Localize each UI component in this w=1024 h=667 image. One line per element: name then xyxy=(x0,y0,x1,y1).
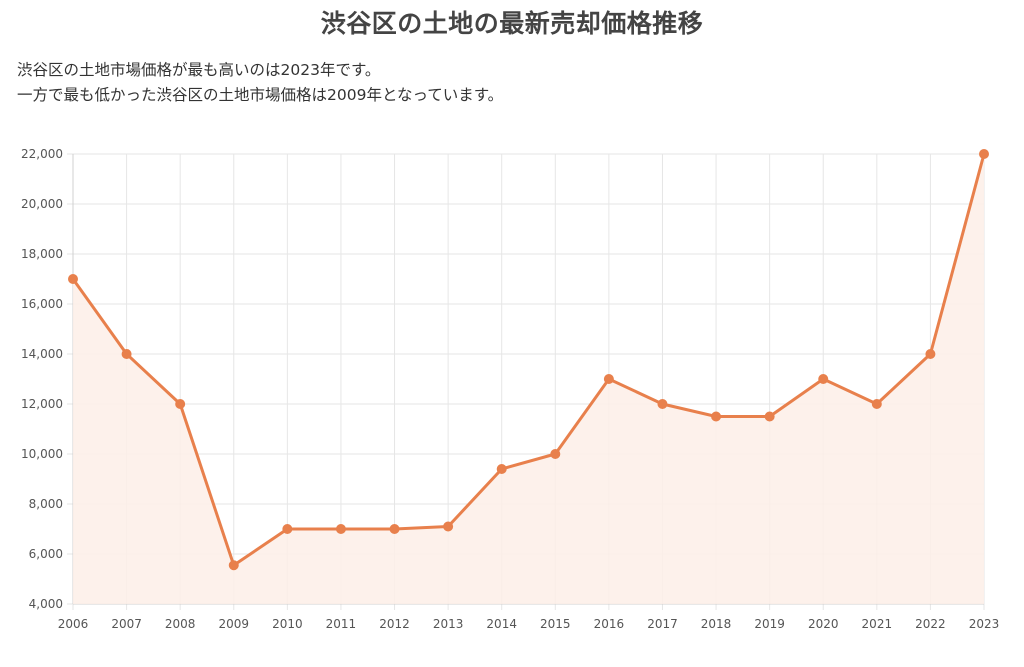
data-point xyxy=(68,274,78,284)
data-point xyxy=(603,374,614,384)
y-tick-label: 12,000 xyxy=(21,397,63,411)
data-point xyxy=(121,349,132,359)
x-tick-labels: 2006 2007 2008 2009 2010 2011 2012 2013 2014 2015… xyxy=(58,617,1000,631)
x-tick-label: 2017 xyxy=(647,617,678,631)
area-fill xyxy=(73,154,984,604)
y-tick-labels: 4,000 6,000 8,000 10,000 12,000 14,000 16,000 1… xyxy=(21,147,63,611)
page-title: 渋谷区の土地の最新売却価格推移 xyxy=(320,9,704,38)
y-tick-label: 14,000 xyxy=(21,347,63,361)
x-tick-label: 2016 xyxy=(594,617,625,631)
x-tick-label: 2023 xyxy=(969,617,1000,631)
data-points xyxy=(68,149,989,571)
x-tick-label: 2008 xyxy=(165,617,196,631)
price-line xyxy=(71,153,986,567)
data-point xyxy=(228,560,239,571)
data-point xyxy=(657,399,668,409)
y-tick-label: 8,000 xyxy=(29,497,63,511)
x-tick-label: 2009 xyxy=(218,617,249,631)
data-point xyxy=(711,411,722,422)
x-tick-label: 2015 xyxy=(540,617,571,631)
data-point xyxy=(496,464,507,474)
x-tick-label: 2014 xyxy=(486,617,517,631)
y-tick-label: 16,000 xyxy=(21,297,63,311)
data-point xyxy=(175,399,186,409)
y-tick-label: 4,000 xyxy=(29,597,63,611)
y-tick-label: 10,000 xyxy=(21,447,63,461)
x-tick-label: 2021 xyxy=(862,617,893,631)
x-tick-label: 2020 xyxy=(808,617,839,631)
data-point xyxy=(282,524,293,534)
x-tick-label: 2018 xyxy=(701,617,732,631)
x-tick-label: 2022 xyxy=(915,617,946,631)
x-tick-label: 2010 xyxy=(272,617,303,631)
data-point xyxy=(871,399,882,409)
data-point xyxy=(818,374,829,384)
x-tick-label: 2013 xyxy=(433,617,464,631)
data-point xyxy=(925,349,936,359)
x-tick-label: 2019 xyxy=(754,617,785,631)
y-tick-label: 18,000 xyxy=(21,247,63,261)
data-point xyxy=(335,524,346,534)
data-point xyxy=(550,449,561,459)
x-tick-label: 2011 xyxy=(326,617,357,631)
description: 渋谷区の土地市場価格が最も高いのは2023年です。 一方で最も低かった渋谷区の土… xyxy=(17,58,503,108)
y-tick-label: 6,000 xyxy=(29,547,63,561)
x-tick-label: 2012 xyxy=(379,617,410,631)
data-point xyxy=(764,411,775,422)
x-tick-label: 2007 xyxy=(111,617,142,631)
data-point xyxy=(389,524,400,534)
description-line-2: 一方で最も低かった渋谷区の土地市場価格は2009年となっています。 xyxy=(17,86,504,104)
data-point xyxy=(443,521,454,532)
y-tick-label: 22,000 xyxy=(21,147,63,161)
x-tick-label: 2006 xyxy=(58,617,89,631)
data-point xyxy=(979,149,989,159)
y-tick-label: 20,000 xyxy=(21,197,63,211)
description-line-1: 渋谷区の土地市場価格が最も高いのは2023年です。 xyxy=(17,61,381,79)
